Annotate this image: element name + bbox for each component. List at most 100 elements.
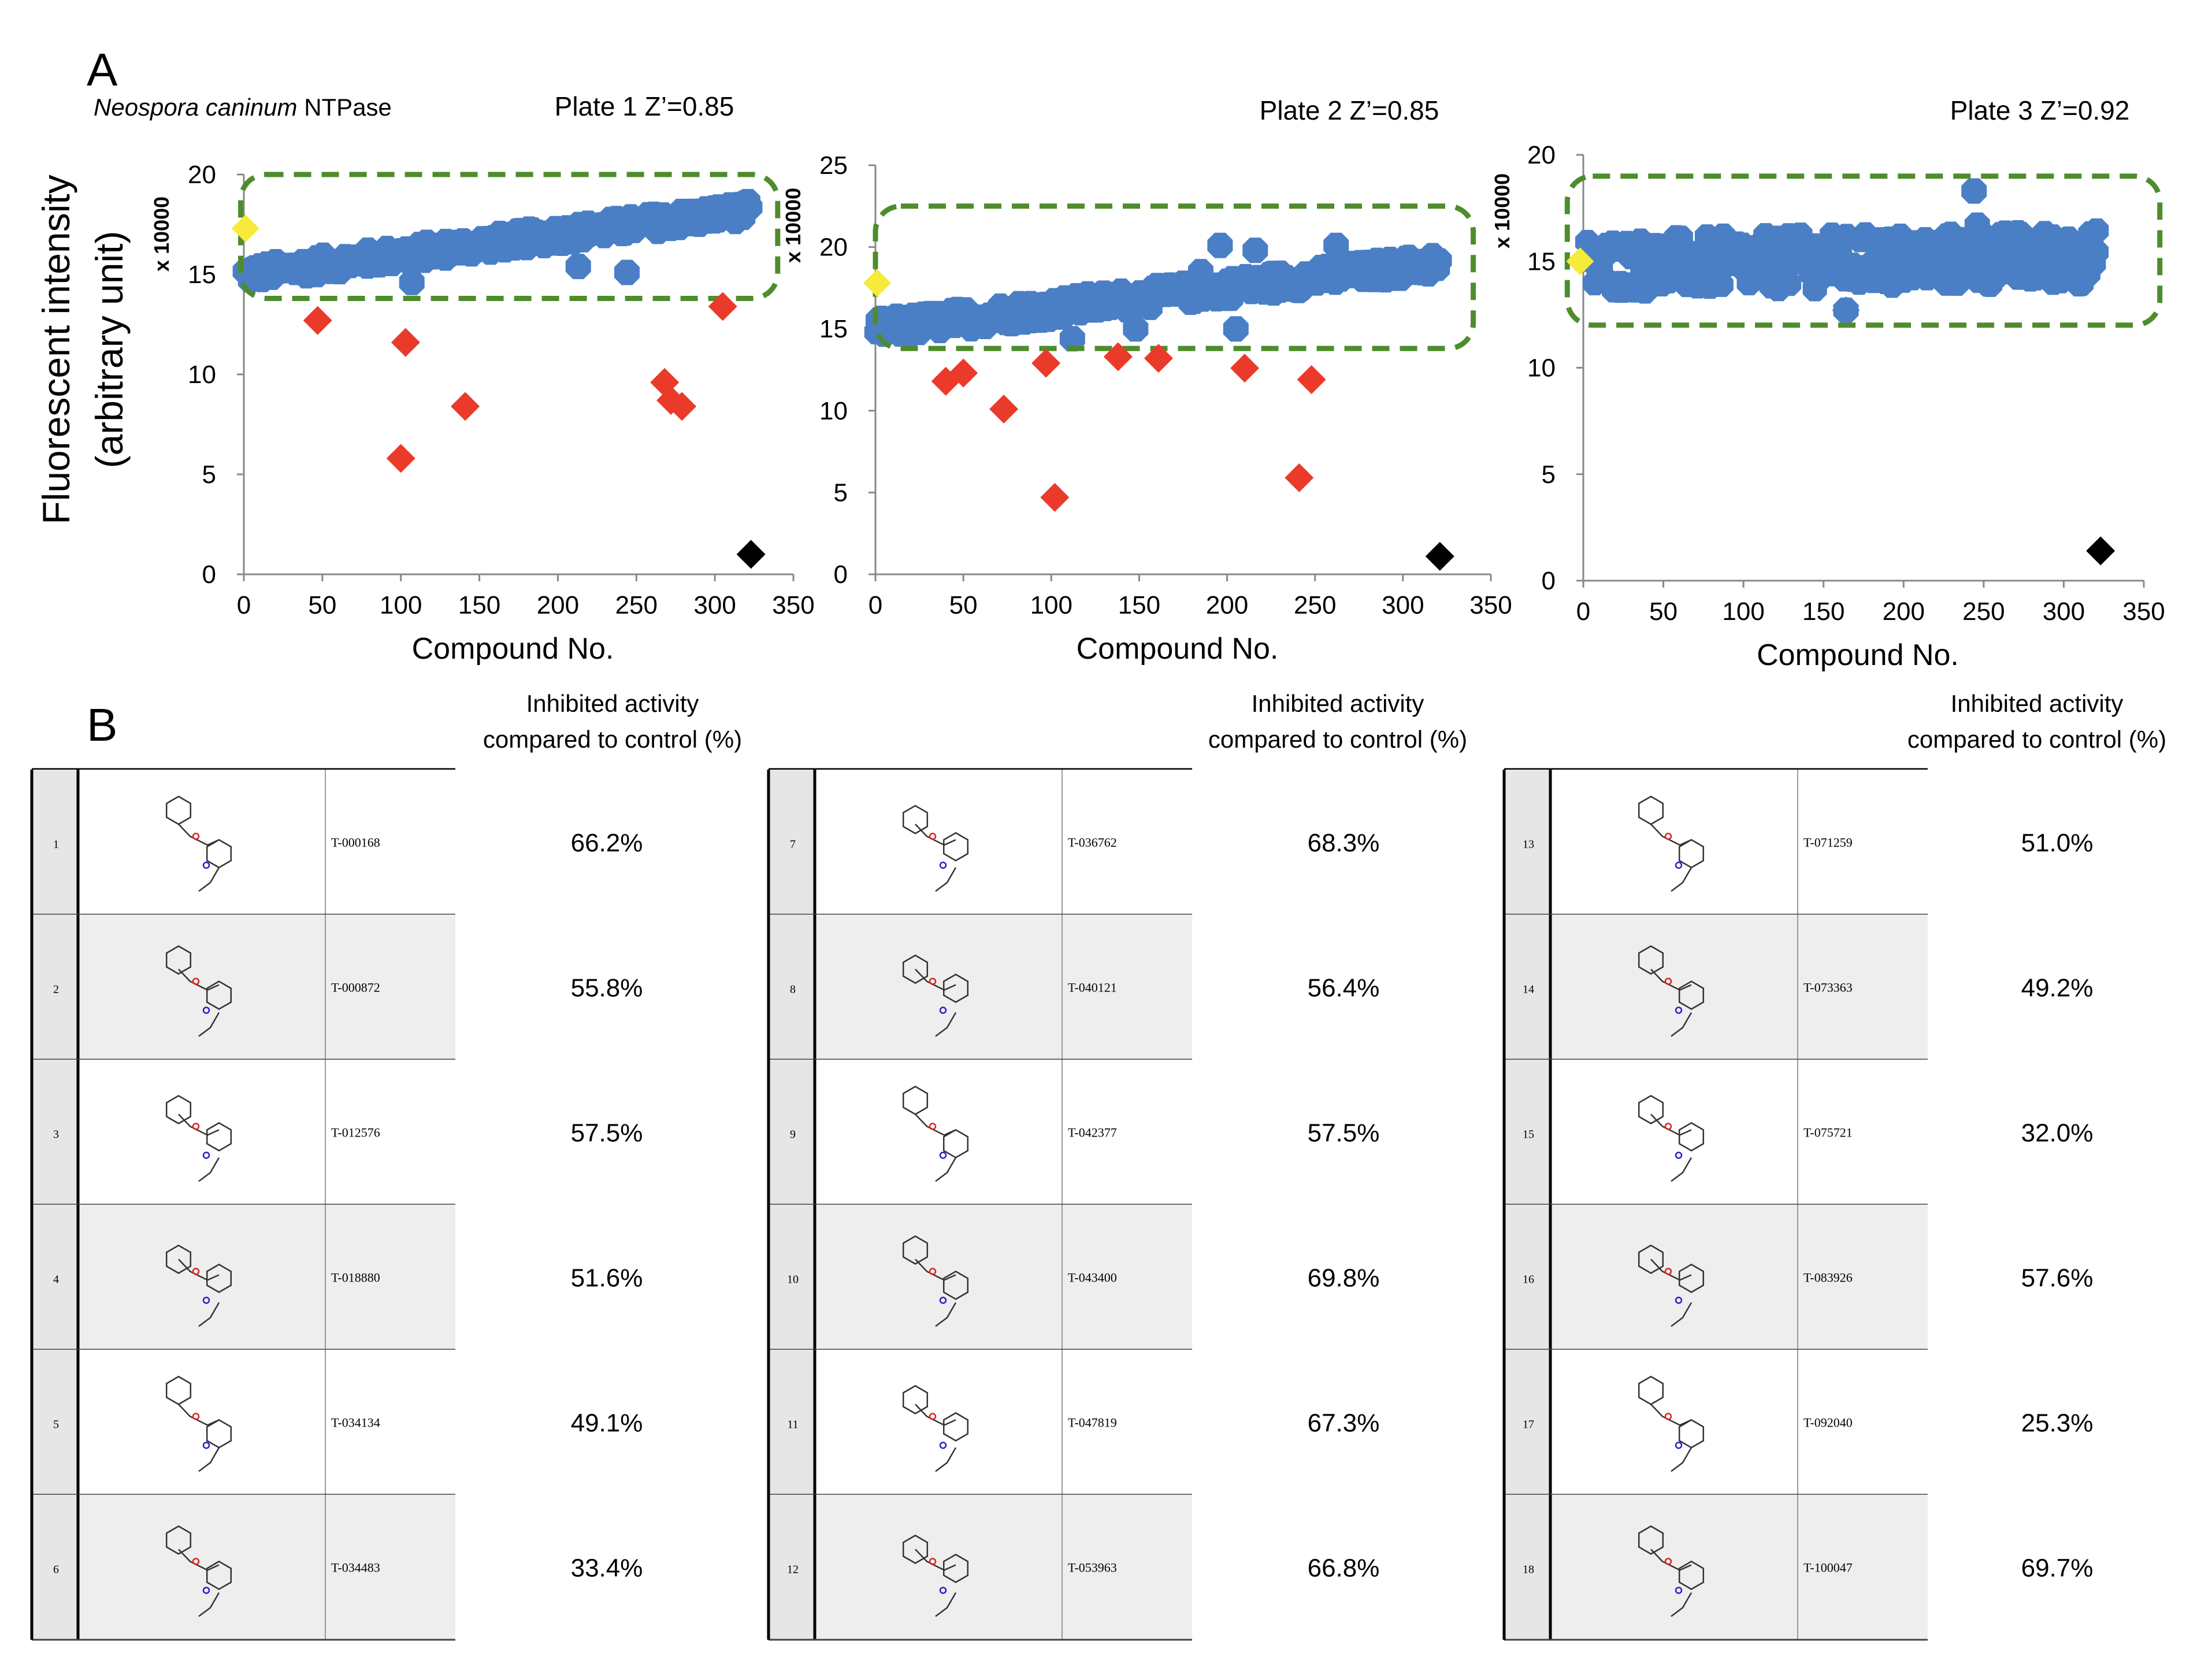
nitrogen-atom [939,1007,947,1014]
y-tick-label: 15 [188,261,216,289]
bond-line [935,1012,957,1037]
nitrogen-atom [1675,1587,1683,1594]
ring-shape [206,981,232,1010]
inhibition-percent: 66.2% [571,829,643,857]
table-row: 15 T-075721 [1504,1060,1928,1206]
organism-name: Neospora caninum [94,94,298,121]
molecule-structure-image [1638,796,1705,892]
data-point-active [1059,326,1085,352]
table-row: 3 T-012576 [32,1060,455,1206]
ring-shape [165,945,192,975]
hit-point [667,392,697,421]
inhibition-percent: 51.6% [571,1264,643,1293]
table-row: 10 T-043400 [769,1205,1192,1351]
x-tick-label: 50 [308,591,336,619]
oxygen-atom [192,1413,200,1420]
row-number: 1 [53,838,59,851]
ring-shape [942,1554,969,1583]
y-axis-title-line2: (arbitrary unit) [88,231,131,469]
compound-id: T-100047 [1803,1561,1853,1575]
organism-subtitle: Neospora caninum NTPase [94,94,392,121]
compound-id: T-043400 [1068,1271,1117,1285]
bond-line [198,1592,220,1617]
data-point-active [738,195,763,220]
inhibition-percent: 32.0% [2021,1119,2094,1147]
row-number-cell [32,770,78,915]
molecule-structure-image [902,805,969,892]
column-header-line1: Inhibited activity [1951,690,2124,717]
row-number: 8 [790,983,796,996]
bond-line [1671,1447,1693,1472]
table-column-3: Inhibited activity compared to control (%… [1502,690,2166,1641]
row-content-cell [815,1060,1192,1205]
x-tick-label: 200 [1206,591,1248,619]
ring-shape [1638,1245,1664,1274]
row-number-cell [769,1060,815,1205]
row-number-cell [32,1495,78,1640]
table-column-2: Inhibited activity compared to control (%… [767,690,1467,1641]
data-point-active [1123,316,1149,342]
row-number: 4 [53,1273,59,1286]
x-tick-label: 0 [869,591,882,619]
row-number-cell [769,1205,815,1350]
ring-shape [1678,1561,1705,1590]
row-number-cell [769,1350,815,1495]
x-tick-label: 0 [1576,597,1590,626]
x-axis-label: Compound No. [1077,632,1279,666]
ring-shape [942,1271,969,1300]
table-row: 7 T-036762 [769,770,1192,916]
enzyme-name: NTPase [298,94,392,121]
ring-shape [902,955,929,984]
data-point-active [1187,259,1213,285]
row-number-cell [32,915,78,1060]
x-tick-label: 250 [1294,591,1336,619]
bond-line [915,1548,956,1571]
row-content-cell [1550,1350,1928,1495]
row-number: 15 [1523,1128,1534,1141]
table-row: 1 T-000168 [32,770,455,916]
oxygen-atom [1664,1413,1672,1420]
y-tick-label: 10 [819,397,848,425]
row-number-cell [32,1350,78,1495]
compound-id: T-000872 [331,981,380,995]
inhibition-percent: 67.3% [1308,1409,1380,1438]
ring-shape [1638,1095,1664,1124]
table-column-1: Inhibited activity compared to control (%… [30,690,742,1641]
x-tick-label: 250 [615,591,658,619]
ring-shape [206,1264,232,1293]
inhibition-percent: 49.1% [571,1409,643,1438]
bond-line [1671,867,1693,892]
row-number-cell [1504,915,1550,1060]
oxygen-atom [192,1558,200,1565]
molecule-structure-image [1638,1245,1705,1327]
row-content-cell [815,1495,1192,1640]
row-number-cell [1504,1205,1550,1350]
positive-control-point [1566,247,1594,276]
bond-line [198,1157,220,1182]
nitrogen-atom [1675,1152,1683,1159]
ring-shape [206,1122,232,1152]
row-number-cell [769,915,815,1060]
y-tick-label: 0 [834,560,848,589]
oxygen-atom [929,1268,937,1275]
bond-line [198,1447,220,1472]
row-content-cell [815,1350,1192,1495]
plot-title: Plate 3 Z’=0.92 [1950,95,2130,125]
compound-id: T-083926 [1803,1271,1853,1285]
row-content-cell [1550,1495,1928,1640]
oxygen-atom [929,1558,937,1565]
bond-line [1650,1403,1692,1426]
bond-line [198,1012,220,1037]
x-tick-label: 250 [1962,597,2005,626]
molecule-structure-image [902,955,969,1037]
row-number-cell [32,1060,78,1205]
compound-id: T-034483 [331,1561,380,1575]
oxygen-atom [929,1413,937,1420]
data-point-active [1777,272,1802,296]
hit-point [451,392,480,421]
negative-control-point [736,540,766,569]
row-number-cell [1504,770,1550,915]
compound-id: T-018880 [331,1271,380,1285]
data-point-active [1426,257,1450,281]
